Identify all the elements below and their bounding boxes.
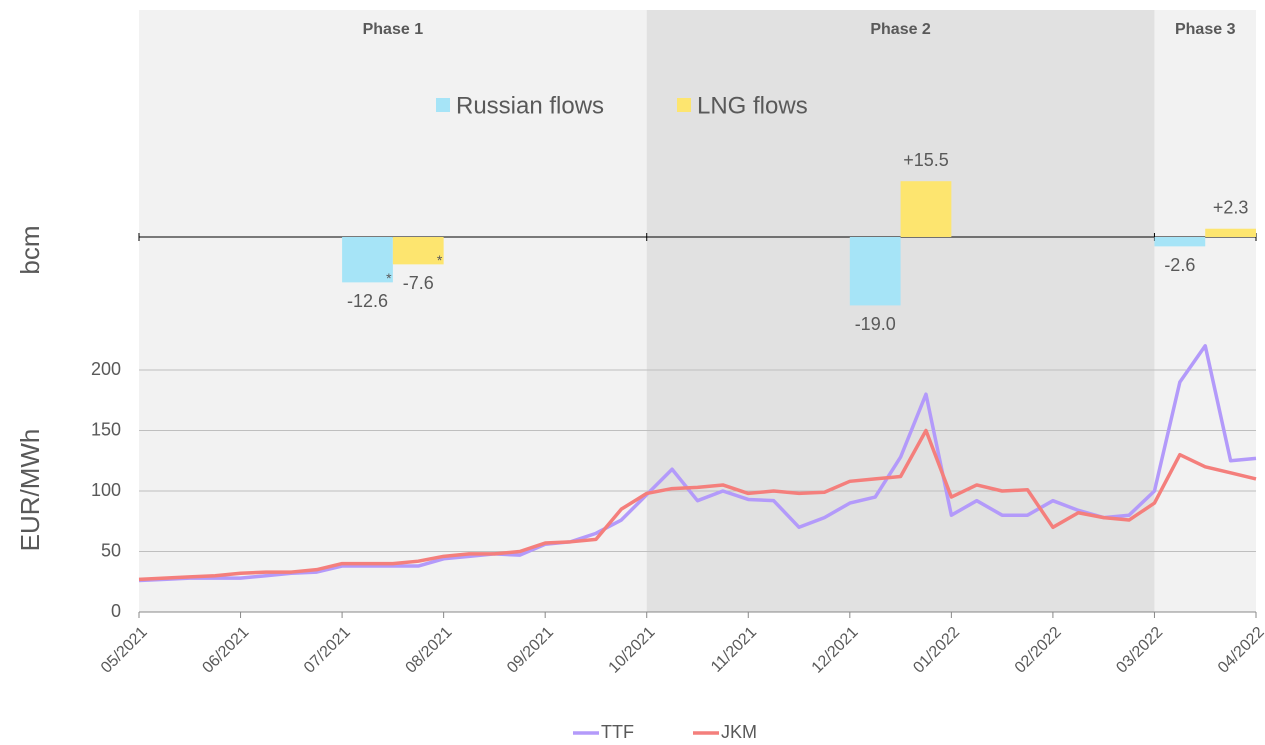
legend-label: JKM (721, 722, 757, 742)
data-label: -19.0 (855, 314, 896, 334)
x-tick-label: 12/2021 (809, 624, 862, 677)
x-tick-label: 04/2022 (1215, 624, 1265, 677)
legend-swatch (677, 98, 691, 112)
annotation: * (386, 270, 392, 286)
x-tick-label: 09/2021 (504, 624, 557, 677)
y-tick-label: 150 (91, 419, 121, 439)
bar (900, 181, 952, 237)
bar (342, 237, 393, 283)
data-label: -2.6 (1164, 255, 1195, 275)
line (138, 344, 1257, 583)
x-tick-label: 02/2022 (1012, 624, 1065, 677)
bar (392, 237, 444, 265)
background (139, 10, 1256, 612)
y-tick-label: 200 (91, 359, 121, 379)
x-tick-label: 05/2021 (98, 624, 151, 677)
legend-label: TTF (601, 722, 634, 742)
bar (1205, 228, 1256, 237)
annotation: * (437, 252, 443, 268)
x-tick-label: 11/2021 (708, 624, 760, 676)
bar-y-label: bcm (15, 225, 45, 274)
data-label: +15.5 (903, 150, 949, 170)
phase-label: Phase 2 (870, 21, 931, 38)
legend-swatch (436, 98, 450, 112)
phase-band (1154, 10, 1256, 612)
phase-label: Phase 1 (363, 21, 424, 38)
x-tick-label: 01/2022 (910, 624, 963, 677)
x-tick-label: 03/2022 (1113, 624, 1166, 677)
bar (849, 237, 901, 306)
phase-label: Phase 3 (1175, 21, 1236, 38)
x-tick-label: 06/2021 (199, 624, 252, 677)
legend-label: LNG flows (697, 92, 808, 119)
y-tick-label: 100 (91, 480, 121, 500)
x-tick-label: 07/2021 (301, 624, 354, 677)
data-label: -12.6 (347, 291, 388, 311)
data-label: +2.3 (1213, 197, 1249, 217)
phase-band (646, 10, 1155, 612)
line (138, 428, 1257, 582)
x-tick-label: 10/2021 (606, 624, 659, 677)
bar (1154, 237, 1206, 247)
legend-label: Russian flows (456, 92, 604, 119)
line-y-label: EUR/MWh (15, 429, 45, 552)
data-label: -7.6 (403, 273, 434, 293)
y-tick-label: 0 (111, 601, 121, 621)
phase-band (139, 10, 647, 612)
x-tick-label: 08/2021 (403, 624, 456, 677)
y-tick-label: 50 (101, 540, 121, 560)
